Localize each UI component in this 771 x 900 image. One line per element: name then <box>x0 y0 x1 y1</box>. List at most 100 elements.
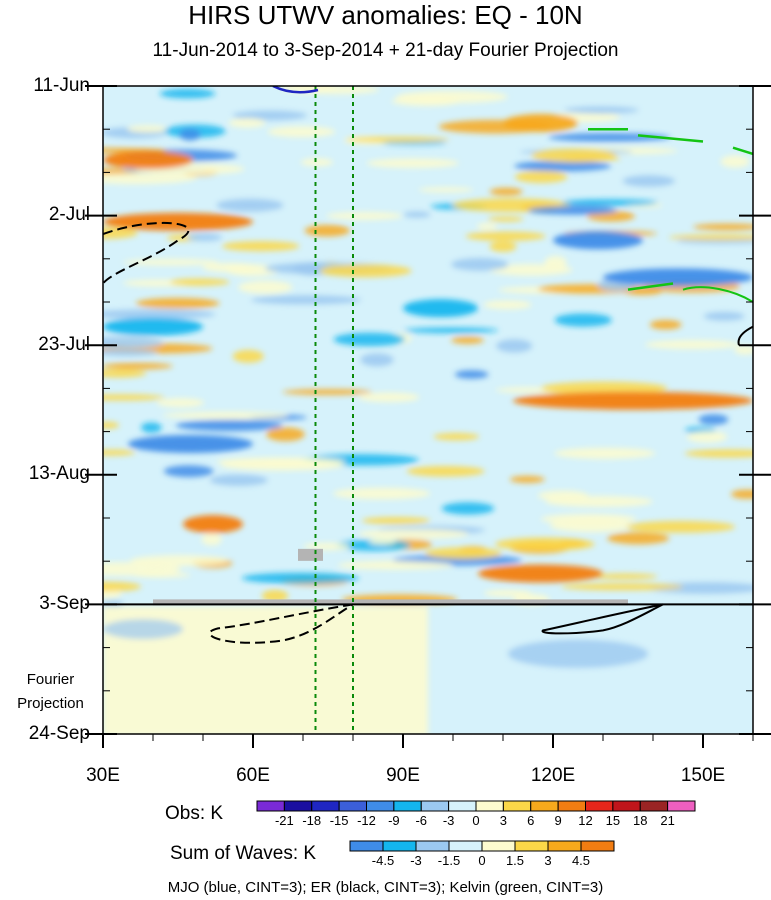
x-tick-label: 120E <box>530 765 576 786</box>
contour-streak <box>731 489 753 499</box>
overlay-legend: MJO (blue, CINT=3); ER (black, CINT=3); … <box>167 879 604 896</box>
contour-streak <box>319 264 412 278</box>
contour-streak <box>159 88 216 99</box>
obs-colorbar-swatch <box>502 800 532 812</box>
contour-streak <box>360 353 394 367</box>
contour-streak <box>489 187 523 196</box>
waves-colorbar-swatch <box>415 840 450 852</box>
anomaly-feature <box>103 317 203 336</box>
contour-streak <box>418 187 474 193</box>
contour-streak <box>693 223 753 231</box>
anomaly-feature <box>183 515 243 534</box>
contour-streak <box>216 457 346 467</box>
obs-colorbar-swatch <box>393 800 422 812</box>
waves-colorbar-swatch <box>514 840 549 852</box>
contour-streak <box>179 128 201 141</box>
y-tick-label: 23-Jul <box>38 334 90 355</box>
projection-label-line2: Projection <box>17 695 84 712</box>
waves-colorbar-tick-label: 4.5 <box>571 853 591 868</box>
contour-streak <box>135 297 220 309</box>
obs-colorbar-swatch <box>612 800 641 812</box>
contour-streak <box>241 572 359 584</box>
obs-colorbar-swatch <box>448 800 477 812</box>
contour-streak <box>496 339 533 353</box>
anomaly-feature <box>603 268 753 287</box>
plot-field <box>103 86 753 734</box>
obs-colorbar-swatch <box>256 800 285 812</box>
contour-streak <box>509 475 545 483</box>
obs-colorbar-tick-label: 9 <box>554 813 562 828</box>
contour-streak <box>703 311 745 321</box>
contour-streak <box>361 516 431 525</box>
obs-colorbar-swatch <box>283 800 313 812</box>
contour-streak <box>103 336 164 349</box>
obs-colorbar-swatch <box>639 800 669 812</box>
contour-streak <box>669 234 753 241</box>
waves-colorbar-tick-label: -4.5 <box>371 853 395 868</box>
y-tick-label: 13-Aug <box>28 463 90 484</box>
waves-colorbar-tick-label: 3 <box>544 853 552 868</box>
obs-colorbar-swatch <box>667 800 696 812</box>
contour-streak <box>162 411 289 419</box>
contour-streak <box>562 155 621 162</box>
er-contour <box>209 603 354 644</box>
obs-colorbar-tick-label: 0 <box>472 813 480 828</box>
contour-streak <box>103 362 173 370</box>
obs-colorbar-swatch <box>420 800 450 812</box>
contour-streak <box>103 449 136 456</box>
contour-streak <box>495 537 595 551</box>
contour-streak <box>483 300 532 310</box>
contour-streak <box>232 110 308 121</box>
obs-colorbar-tick-label: 15 <box>605 813 621 828</box>
waves-colorbar-tick-label: -1.5 <box>437 853 461 868</box>
waves-colorbar-tick-label: 0 <box>478 853 486 868</box>
anomaly-feature <box>128 434 253 453</box>
contour-streak <box>103 309 216 320</box>
waves-colorbar-swatch <box>547 840 582 852</box>
obs-colorbar-tick-label: -9 <box>388 813 400 828</box>
contour-streak <box>366 158 459 168</box>
waves-colorbar-swatch <box>580 840 615 852</box>
missing-data-patch <box>298 548 323 561</box>
waves-colorbar-tick-label: 1.5 <box>505 853 525 868</box>
contour-streak <box>346 136 450 143</box>
plot-frame <box>102 85 754 735</box>
contour-streak <box>123 258 219 266</box>
waves-colorbar-swatch <box>349 840 384 852</box>
contour-streak <box>554 313 612 327</box>
contour-streak <box>649 319 682 330</box>
waves-colorbar-swatch <box>481 840 516 852</box>
contour-streak <box>186 233 223 242</box>
y-tick-label: 3-Sep <box>39 593 90 614</box>
obs-colorbar-swatch <box>475 800 504 812</box>
contour-streak <box>544 255 567 269</box>
obs-colorbar-tick-label: 3 <box>499 813 507 828</box>
x-tick-label: 150E <box>680 765 726 786</box>
contour-streak <box>130 555 229 567</box>
obs-colorbar-tick-label: -6 <box>415 813 428 828</box>
chart-subtitle: 11-Jun-2014 to 3-Sep-2014 + 21-day Fouri… <box>152 40 619 61</box>
obs-colorbar-tick-label: -18 <box>302 813 322 828</box>
contour-streak <box>403 327 499 334</box>
contour-streak <box>251 295 361 305</box>
obs-colorbar-swatch <box>311 800 340 812</box>
contour-streak <box>141 422 162 433</box>
anomaly-feature <box>403 299 478 318</box>
contour-streak <box>433 433 480 441</box>
contour-streak <box>169 278 230 286</box>
obs-colorbar-swatch <box>338 800 367 812</box>
obs-colorbar-swatch <box>366 800 395 812</box>
contour-streak <box>103 394 165 401</box>
y-tick-label: 11-Jun <box>33 75 90 96</box>
contour-streak <box>592 573 658 580</box>
contour-streak <box>560 583 684 591</box>
contour-streak <box>561 199 659 206</box>
contour-streak <box>232 349 264 363</box>
waves-colorbar-swatch <box>382 840 417 852</box>
contour-streak <box>358 528 469 539</box>
anomaly-feature <box>103 212 253 231</box>
contour-streak <box>228 118 266 128</box>
kelvin-contour <box>637 134 704 143</box>
contour-streak <box>686 431 728 443</box>
er-contour <box>541 603 664 635</box>
